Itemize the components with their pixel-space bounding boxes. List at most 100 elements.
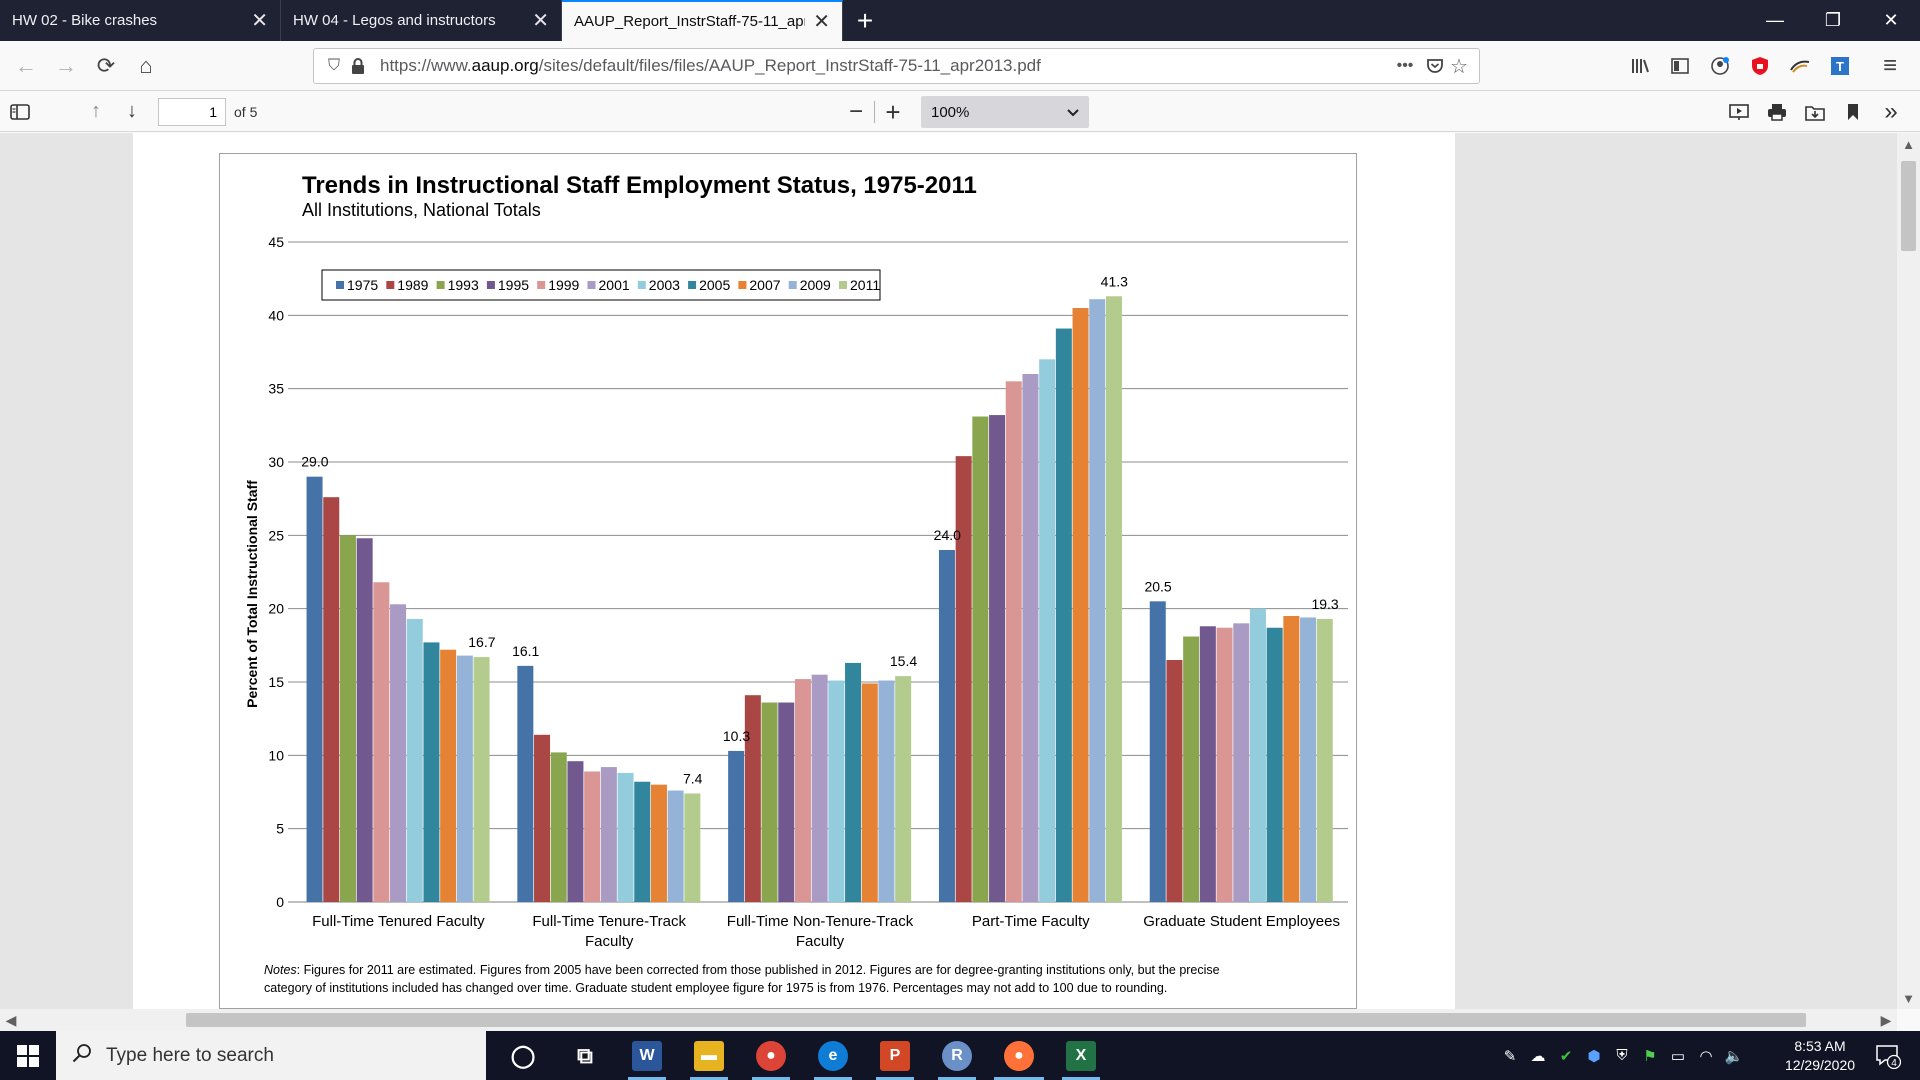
bar <box>584 771 601 902</box>
pen-icon[interactable]: ✎ <box>1503 1047 1517 1065</box>
lock-icon[interactable] <box>346 54 370 78</box>
bar <box>878 680 895 902</box>
notes-text-1: : Figures for 2011 are estimated. Figure… <box>297 963 1220 977</box>
url-bar[interactable]: ⛉ https://www.aaup.org/sites/default/fil… <box>313 48 1480 84</box>
close-icon[interactable]: ✕ <box>532 9 549 32</box>
security-check-icon[interactable]: ✔ <box>1559 1047 1573 1065</box>
shield-icon[interactable]: ⛉ <box>327 57 340 74</box>
onedrive-icon[interactable]: ☁ <box>1530 1047 1546 1065</box>
library-icon[interactable] <box>1620 46 1660 86</box>
clock-date: 12/29/2020 <box>1784 1057 1856 1073</box>
tools-overflow-icon[interactable]: » <box>1884 98 1898 125</box>
scroll-left-icon[interactable]: ◀ <box>5 1011 17 1028</box>
horizontal-scroll-thumb[interactable] <box>186 1013 1806 1027</box>
vertical-scroll-thumb[interactable] <box>1901 161 1916 251</box>
pdf-toolbar: ↑ ↓ 1 of 5 − + 100% » <box>0 92 1920 132</box>
taskbar-app-file-explorer[interactable]: ▬ <box>678 1031 740 1080</box>
sidebar-icon[interactable] <box>1660 46 1700 86</box>
vertical-scrollbar[interactable]: ▲ ▼ <box>1897 133 1920 1009</box>
tab-hw04[interactable]: HW 04 - Legos and instructors ✕ <box>281 0 562 41</box>
scroll-right-icon[interactable]: ▶ <box>1880 1011 1892 1028</box>
zoom-value: 100% <box>931 103 970 121</box>
bar <box>356 538 373 902</box>
restore-button[interactable]: ❐ <box>1824 10 1842 30</box>
taskbar-app-word[interactable]: W <box>616 1031 678 1080</box>
toggle-sidebar-icon[interactable] <box>2 96 38 128</box>
wifi-icon[interactable]: ◠ <box>1699 1047 1713 1065</box>
bar <box>634 781 651 902</box>
taskbar-app-chrome[interactable]: ● <box>740 1031 802 1080</box>
taskbar-search-input[interactable]: Type here to search <box>56 1031 486 1080</box>
presentation-mode-icon[interactable] <box>1720 96 1758 128</box>
close-icon[interactable]: ✕ <box>813 10 830 33</box>
print-icon[interactable] <box>1758 96 1796 128</box>
battery-icon[interactable]: ▭ <box>1670 1047 1686 1065</box>
notifications-button[interactable]: 4 <box>1868 1039 1908 1073</box>
next-page-icon[interactable]: ↓ <box>127 100 137 122</box>
menu-icon[interactable]: ≡ <box>1882 52 1897 79</box>
bar <box>667 790 684 902</box>
y-axis-label: Percent of Total Instructional Staff <box>244 480 260 708</box>
forward-button[interactable]: → <box>55 52 77 78</box>
start-button[interactable] <box>0 1031 56 1080</box>
dropbox-icon[interactable]: ⬢ <box>1587 1047 1601 1065</box>
url-text[interactable]: https://www.aaup.org/sites/default/files… <box>380 56 1387 76</box>
bar <box>339 535 356 902</box>
bar <box>1183 636 1200 902</box>
tab-hw02[interactable]: HW 02 - Bike crashes ✕ <box>0 0 281 41</box>
y-tick-label: 40 <box>268 307 284 323</box>
account-icon[interactable] <box>1700 46 1740 86</box>
system-clock[interactable]: 8:53 AM 12/29/2020 <box>1770 1037 1870 1075</box>
bookmark-star-icon[interactable]: ☆ <box>1450 55 1468 78</box>
ublock-icon[interactable] <box>1740 46 1780 86</box>
legend-swatch <box>637 281 646 289</box>
previous-page-icon[interactable]: ↑ <box>91 100 101 122</box>
taskbar-app-excel[interactable]: X <box>1050 1031 1112 1080</box>
chart-title: Trends in Instructional Staff Employment… <box>302 172 977 199</box>
minimize-button[interactable]: — <box>1766 10 1784 30</box>
download-icon[interactable] <box>1796 96 1834 128</box>
search-placeholder: Type here to search <box>106 1044 274 1066</box>
close-window-button[interactable]: ✕ <box>1883 10 1899 30</box>
bar <box>1300 617 1317 902</box>
zoom-in-icon[interactable]: + <box>885 96 901 127</box>
taskbar-app-cortana[interactable]: ◯ <box>492 1031 554 1080</box>
page-actions-icon[interactable]: ••• <box>1396 57 1414 74</box>
defender-icon[interactable]: ⛨ <box>1616 1047 1628 1064</box>
taskbar-app-r[interactable]: R <box>926 1031 988 1080</box>
bar-chart: Trends in Instructional Staff Employment… <box>244 172 1348 995</box>
horizontal-scrollbar[interactable]: ◀ ▶ <box>0 1009 1897 1031</box>
zoom-select[interactable]: 100% <box>921 96 1089 128</box>
bookmark-icon[interactable] <box>1834 96 1872 128</box>
translate-icon[interactable]: T <box>1820 46 1860 86</box>
pdf-viewer[interactable]: Trends in Instructional Staff Employment… <box>0 133 1920 1009</box>
home-button[interactable]: ⌂ <box>139 52 153 78</box>
extension-icon[interactable] <box>1780 46 1820 86</box>
bar <box>989 415 1006 902</box>
taskbar-app-firefox[interactable]: ● <box>988 1031 1050 1080</box>
close-icon[interactable]: ✕ <box>251 9 268 32</box>
zoom-out-icon[interactable]: − <box>848 98 863 125</box>
tab-aaup-report[interactable]: AAUP_Report_InstrStaff-75-11_apr2 ✕ <box>562 0 843 41</box>
taskbar-app-edge[interactable]: e <box>802 1031 864 1080</box>
legend-label: 2007 <box>749 277 780 293</box>
search-icon <box>72 1043 92 1069</box>
back-button[interactable]: ← <box>15 52 37 78</box>
scroll-up-icon[interactable]: ▲ <box>1902 136 1915 152</box>
pocket-icon[interactable] <box>1423 54 1447 78</box>
legend-label: 1999 <box>548 277 579 293</box>
taskbar-app-task-view[interactable]: ⧉ <box>554 1031 616 1080</box>
reload-button[interactable]: ⟳ <box>96 52 116 78</box>
taskbar-app-powerpoint[interactable]: P <box>864 1031 926 1080</box>
new-tab-button[interactable]: + <box>856 4 874 36</box>
legend: 1975 1989 1993 1995 1999 2001 2003 2005 2007 2009… <box>321 269 881 301</box>
volume-icon[interactable]: 🔈 <box>1724 1047 1744 1065</box>
page-number-input[interactable]: 1 <box>158 97 226 126</box>
legend-swatch <box>688 281 697 289</box>
legend-swatch <box>587 281 596 289</box>
scroll-down-icon[interactable]: ▼ <box>1902 990 1915 1006</box>
bar <box>1005 381 1022 902</box>
tab-label: AAUP_Report_InstrStaff-75-11_apr2 <box>574 13 806 30</box>
legend-swatch <box>386 281 395 289</box>
flag-icon[interactable]: ⚑ <box>1643 1047 1657 1065</box>
